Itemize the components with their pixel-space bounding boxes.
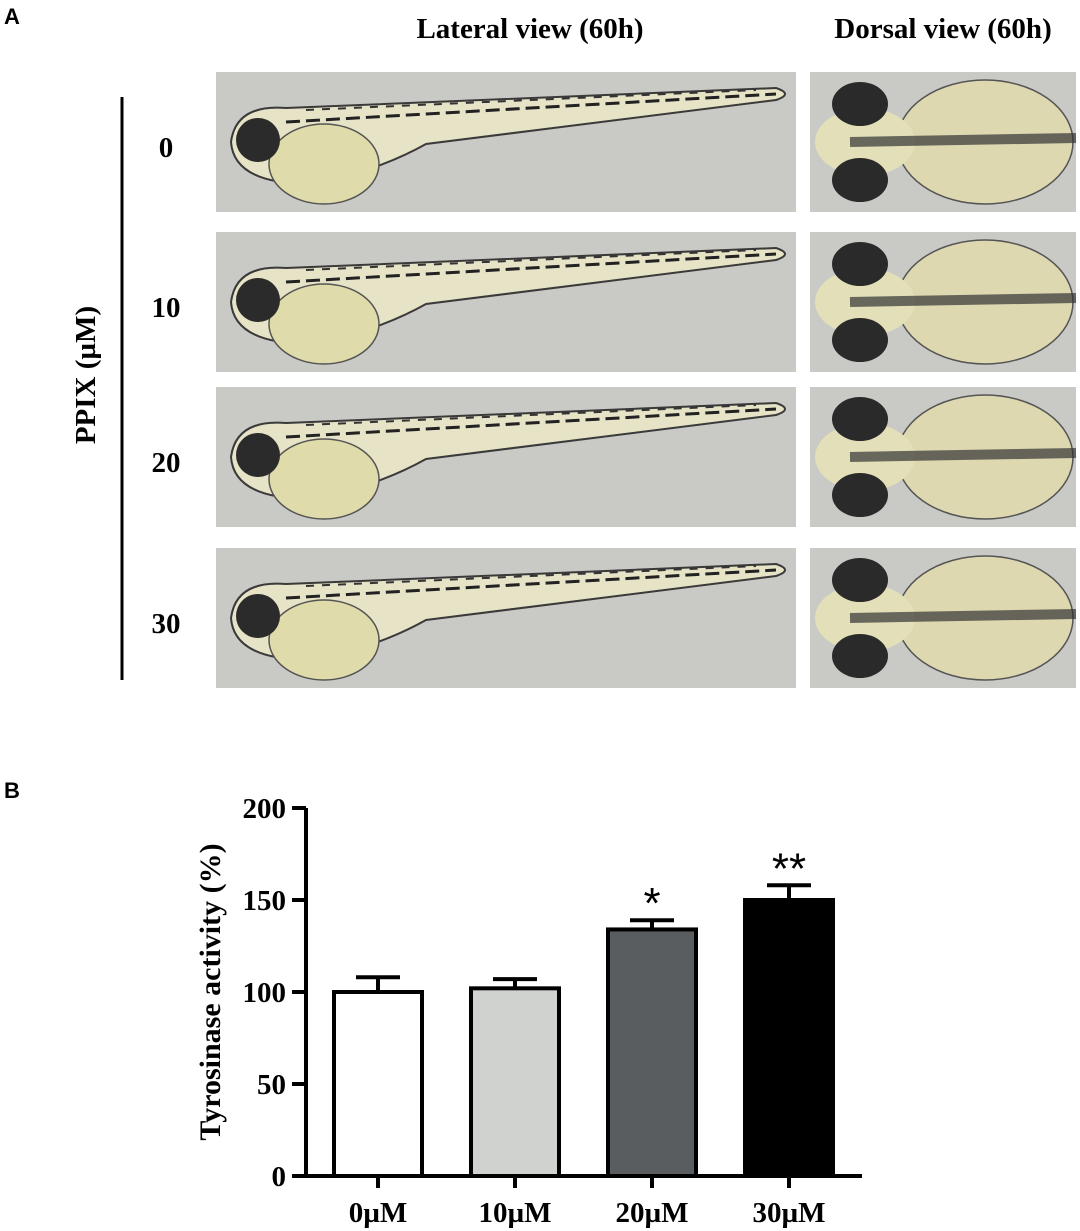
row-label: 10 xyxy=(152,292,181,324)
dorsal-image xyxy=(810,72,1076,212)
row-axis-label: PPIX (µM) xyxy=(70,306,102,444)
significance-label: ** xyxy=(772,844,806,893)
dorsal-image xyxy=(810,548,1076,688)
y-tick-label: 150 xyxy=(243,885,287,917)
bar xyxy=(469,986,561,1178)
dorsal-image xyxy=(810,232,1076,372)
lateral-image xyxy=(214,385,798,529)
y-tick-label: 0 xyxy=(272,1161,287,1193)
column-title: Lateral view (60h) xyxy=(416,13,643,45)
bar xyxy=(606,927,698,1178)
row-label: 0 xyxy=(159,132,174,164)
y-axis-label: Tyrosinase activity (%) xyxy=(194,843,227,1140)
x-tick-label: 20µM xyxy=(615,1197,688,1229)
panel-label: B xyxy=(4,778,20,803)
lateral-image xyxy=(214,546,798,690)
x-tick-label: 10µM xyxy=(478,1197,551,1229)
x-tick-label: 0µM xyxy=(349,1197,408,1229)
y-tick-label: 100 xyxy=(243,977,287,1009)
row-label: 30 xyxy=(152,608,181,640)
row-label: 20 xyxy=(152,447,181,479)
panel-label: A xyxy=(4,4,20,29)
column-title: Dorsal view (60h) xyxy=(834,13,1051,45)
y-tick-label: 50 xyxy=(257,1069,286,1101)
dorsal-image xyxy=(810,387,1076,527)
significance-label: * xyxy=(643,879,660,928)
lateral-image xyxy=(214,70,798,214)
bar xyxy=(332,990,424,1178)
bar xyxy=(743,898,835,1178)
x-tick-label: 30µM xyxy=(752,1197,825,1229)
y-tick-label: 200 xyxy=(243,793,287,825)
lateral-image xyxy=(214,230,798,374)
